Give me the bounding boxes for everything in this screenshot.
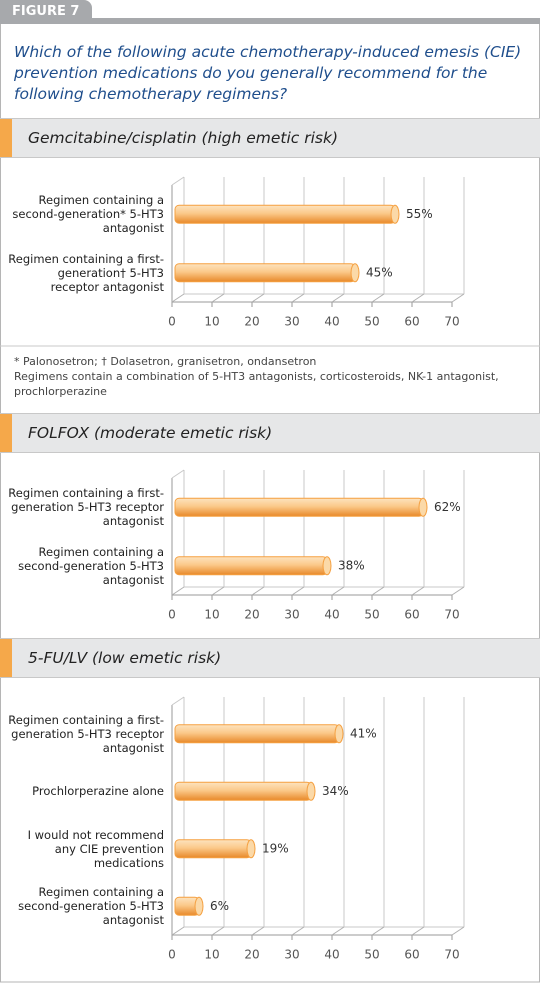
bar-cap: [194, 896, 204, 916]
grid-line: [211, 293, 225, 303]
x-tick-label: 30: [284, 315, 299, 329]
section-header: Gemcitabine/cisplatin (high emetic risk): [0, 118, 540, 158]
x-tick-label: 50: [364, 608, 379, 622]
bar: [174, 497, 424, 517]
section-header: FOLFOX (moderate emetic risk): [0, 413, 540, 453]
x-tick-label: 50: [364, 948, 379, 962]
x-tick-label: 0: [168, 948, 176, 962]
value-label: 55%: [406, 207, 433, 221]
value-label: 6%: [210, 899, 229, 913]
category-label: Regimen containing a first-generation 5-…: [8, 486, 164, 529]
grid-line: [211, 926, 225, 936]
grid-line: [171, 586, 185, 596]
grid-line: [411, 293, 425, 303]
section-header: 5-FU/LV (low emetic risk): [0, 638, 540, 678]
bar: [174, 839, 252, 859]
footnote: Regimens contain a combination of 5-HT3 …: [14, 370, 499, 398]
category-label: Regimen containing a first-generation† 5…: [8, 251, 164, 294]
value-label: 45%: [366, 265, 393, 279]
grid-line: [331, 926, 345, 936]
x-tick-label: 10: [204, 315, 219, 329]
x-tick-label: 50: [364, 315, 379, 329]
figure-label: FIGURE 7: [0, 0, 92, 23]
header-band: [0, 18, 540, 24]
left-wall: [171, 469, 185, 479]
value-label: 62%: [434, 500, 461, 514]
header-accent: [0, 119, 12, 157]
left-wall: [171, 696, 185, 706]
grid-line: [171, 293, 185, 303]
bar: [174, 204, 396, 224]
x-tick-label: 0: [168, 315, 176, 329]
header-accent: [0, 414, 12, 452]
question: Which of the following acute chemotherap…: [14, 43, 522, 103]
grid-line: [411, 926, 425, 936]
bar-cap: [306, 781, 316, 801]
grid-line: [291, 586, 305, 596]
grid-line: [211, 586, 225, 596]
bar-cap: [390, 204, 400, 224]
bar: [174, 724, 340, 744]
x-tick-label: 30: [284, 608, 299, 622]
grid-line: [251, 926, 265, 936]
header-accent: [0, 639, 12, 677]
x-tick-label: 60: [404, 608, 419, 622]
x-tick-label: 60: [404, 315, 419, 329]
x-tick-label: 40: [324, 948, 339, 962]
bar-cap: [322, 556, 332, 576]
value-label: 38%: [338, 558, 365, 572]
x-tick-label: 40: [324, 608, 339, 622]
x-tick-label: 0: [168, 608, 176, 622]
category-label: Prochlorperazine alone: [32, 784, 164, 799]
bar-cap: [334, 724, 344, 744]
left-wall: [171, 176, 185, 186]
bar-cap: [418, 497, 428, 517]
bar: [174, 263, 356, 283]
x-tick-label: 20: [244, 315, 259, 329]
grid-line: [291, 926, 305, 936]
grid-line: [371, 293, 385, 303]
x-tick-label: 70: [444, 948, 459, 962]
category-label: I would not recommend any CIE prevention…: [27, 827, 164, 870]
grid-line: [371, 926, 385, 936]
category-label: Regimen containing a second-generation* …: [12, 193, 164, 236]
chart-title: 5-FU/LV (low emetic risk): [28, 649, 222, 667]
chart-title: Gemcitabine/cisplatin (high emetic risk): [28, 129, 339, 147]
x-tick-label: 10: [204, 608, 219, 622]
value-label: 34%: [322, 784, 349, 798]
grid-line: [451, 926, 465, 936]
bar: [174, 556, 328, 576]
category-label: Regimen containing a second-generation 5…: [18, 885, 164, 928]
value-label: 19%: [262, 841, 289, 855]
grid-line: [411, 586, 425, 596]
x-tick-label: 60: [404, 948, 419, 962]
x-tick-label: 70: [444, 315, 459, 329]
grid-line: [331, 293, 345, 303]
category-label: Regimen containing a first-generation 5-…: [8, 712, 164, 755]
grid-line: [451, 586, 465, 596]
grid-line: [251, 586, 265, 596]
x-tick-label: 10: [204, 948, 219, 962]
x-tick-label: 20: [244, 608, 259, 622]
category-label: Regimen containing a second-generation 5…: [18, 544, 164, 587]
bar-cap: [350, 263, 360, 283]
value-label: 41%: [350, 726, 377, 740]
x-tick-label: 30: [284, 948, 299, 962]
grid-line: [291, 293, 305, 303]
chart-title: FOLFOX (moderate emetic risk): [28, 424, 273, 442]
x-tick-label: 70: [444, 608, 459, 622]
grid-line: [371, 586, 385, 596]
footnote: * Palonosetron; † Dolasetron, granisetro…: [14, 355, 317, 368]
grid-line: [251, 293, 265, 303]
grid-line: [331, 586, 345, 596]
grid-line: [171, 926, 185, 936]
x-tick-label: 40: [324, 315, 339, 329]
grid-line: [451, 293, 465, 303]
x-tick-label: 20: [244, 948, 259, 962]
bar: [174, 781, 312, 801]
bar-cap: [246, 839, 256, 859]
